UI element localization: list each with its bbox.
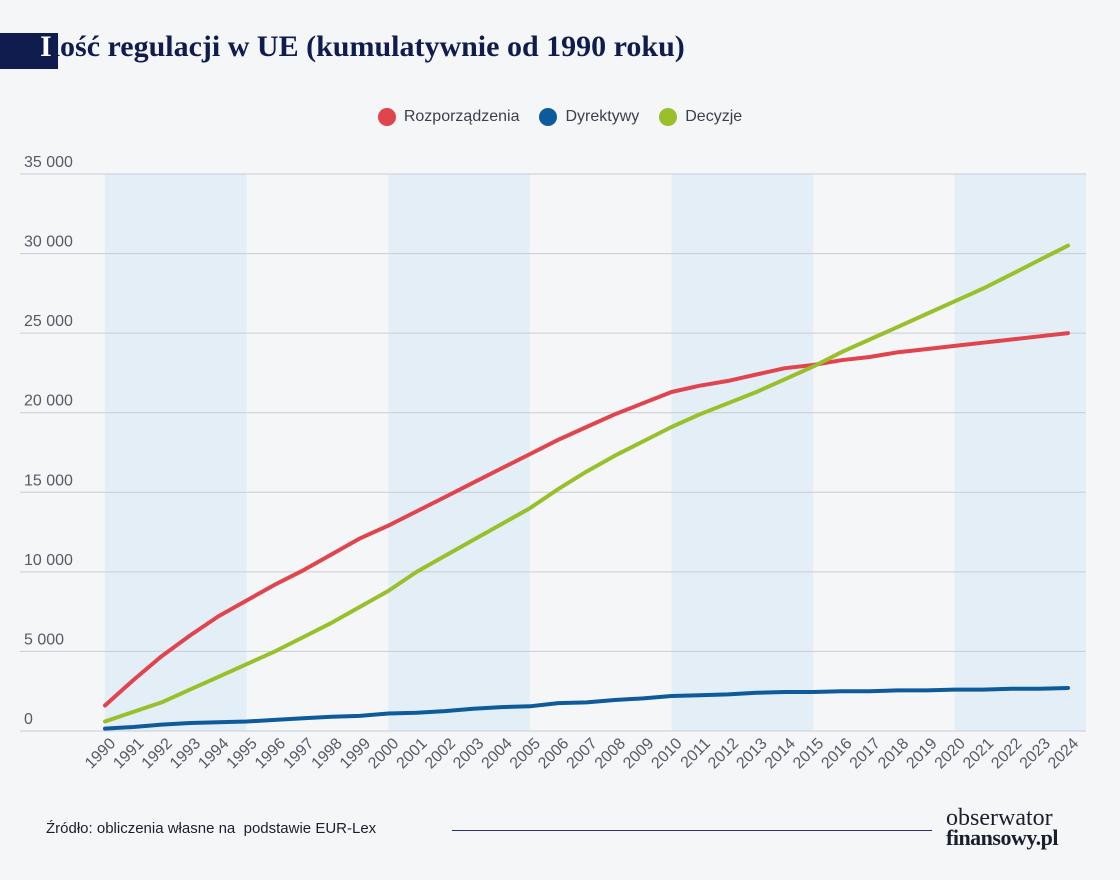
line-chart: 0 5 000 10 000 15 000 20 000 25 000 30 000 35 0… bbox=[20, 154, 1086, 772]
x-tick-label-2003: 2003 bbox=[450, 735, 487, 772]
y-tick-label-0: 0 bbox=[24, 711, 33, 728]
x-tick-label-2017: 2017 bbox=[847, 735, 884, 772]
x-tick-label-1995: 1995 bbox=[224, 735, 261, 772]
x-tick-label-2001: 2001 bbox=[394, 735, 431, 772]
x-tick-label-1990: 1990 bbox=[82, 735, 119, 772]
shaded-band-0 bbox=[105, 174, 247, 731]
publisher-logo: obserwator finansowy.pl bbox=[946, 805, 1059, 850]
source-divider bbox=[452, 830, 932, 831]
x-tick-label-2022: 2022 bbox=[988, 735, 1025, 772]
legend-item-dyrektywy: Dyrektywy bbox=[539, 108, 639, 126]
title-accent-bar bbox=[0, 33, 58, 69]
logo-line-1: obserwator bbox=[946, 805, 1053, 831]
x-tick-label-2011: 2011 bbox=[678, 735, 714, 771]
y-tick-label-5000: 5 000 bbox=[24, 631, 64, 648]
x-tick-label-2006: 2006 bbox=[535, 735, 572, 772]
x-tick-label-2016: 2016 bbox=[818, 735, 855, 772]
x-tick-label-2000: 2000 bbox=[365, 735, 402, 772]
x-tick-label-2010: 2010 bbox=[648, 735, 685, 772]
x-tick-label-1994: 1994 bbox=[195, 735, 232, 772]
x-tick-label-2004: 2004 bbox=[479, 735, 516, 772]
legend-marker-dyrektywy bbox=[539, 108, 558, 126]
x-tick-label-2015: 2015 bbox=[790, 735, 827, 772]
legend: Rozporządzenia Dyrektywy Decyzje bbox=[0, 108, 1120, 126]
x-tick-label-1997: 1997 bbox=[280, 735, 317, 772]
series-line-dyrektywy bbox=[103, 686, 1070, 731]
y-tick-label-10000: 10 000 bbox=[24, 552, 73, 569]
legend-label-decyzje: Decyzje bbox=[685, 108, 743, 125]
x-tick-label-2014: 2014 bbox=[762, 735, 799, 772]
x-tick-label-1993: 1993 bbox=[167, 735, 204, 772]
shaded-band-3 bbox=[954, 174, 1086, 731]
y-tick-label-30000: 30 000 bbox=[24, 234, 73, 251]
y-tick-label-20000: 20 000 bbox=[24, 393, 73, 410]
chart-title-text: lość regulacji w UE (kumulatywnie od 199… bbox=[51, 30, 685, 63]
x-tick-label-1991: 1991 bbox=[110, 735, 147, 772]
legend-item-rozporzadzenia: Rozporządzenia bbox=[377, 108, 520, 126]
x-tick-label-2024: 2024 bbox=[1045, 735, 1082, 772]
x-tick-label-2013: 2013 bbox=[733, 735, 770, 772]
x-tick-label-2018: 2018 bbox=[875, 735, 912, 772]
legend-marker-decyzje bbox=[659, 108, 678, 126]
source-note: Źródło: obliczenia własne na podstawie E… bbox=[46, 820, 377, 837]
legend-label-dyrektywy: Dyrektywy bbox=[565, 108, 640, 125]
x-tick-label-1998: 1998 bbox=[309, 735, 346, 772]
logo-line-2: finansowy.pl bbox=[946, 825, 1059, 850]
x-tick-label-2002: 2002 bbox=[422, 735, 459, 772]
x-tick-label-2008: 2008 bbox=[592, 735, 629, 772]
series-line-decyzje bbox=[103, 243, 1070, 724]
series-line-rozporzadzenia bbox=[103, 331, 1070, 708]
legend-label-rozporzadzenia: Rozporządzenia bbox=[403, 108, 520, 125]
legend-marker-rozporzadzenia bbox=[377, 108, 396, 126]
x-tick-label-2005: 2005 bbox=[507, 735, 544, 772]
x-tick-label-2007: 2007 bbox=[563, 735, 600, 772]
x-tick-label-2019: 2019 bbox=[903, 735, 940, 772]
shaded-band-1 bbox=[388, 174, 530, 731]
y-tick-label-25000: 25 000 bbox=[24, 313, 73, 330]
x-tick-label-2012: 2012 bbox=[705, 735, 742, 772]
chart-title: Ilość regulacji w UE (kumulatywnie od 19… bbox=[40, 30, 685, 64]
x-tick-label-2023: 2023 bbox=[1017, 735, 1054, 772]
x-tick-label-1999: 1999 bbox=[337, 735, 374, 772]
x-tick-label-1996: 1996 bbox=[252, 735, 289, 772]
x-tick-label-2009: 2009 bbox=[620, 735, 657, 772]
chart-title-initial: I bbox=[40, 30, 52, 63]
shaded-band-2 bbox=[671, 174, 814, 731]
y-tick-label-15000: 15 000 bbox=[24, 472, 73, 489]
x-tick-label-2020: 2020 bbox=[932, 735, 969, 772]
y-tick-label-35000: 35 000 bbox=[24, 154, 73, 171]
legend-item-decyzje: Decyzje bbox=[659, 108, 742, 126]
x-tick-label-2021: 2021 bbox=[960, 735, 997, 772]
x-tick-label-1992: 1992 bbox=[139, 735, 176, 772]
